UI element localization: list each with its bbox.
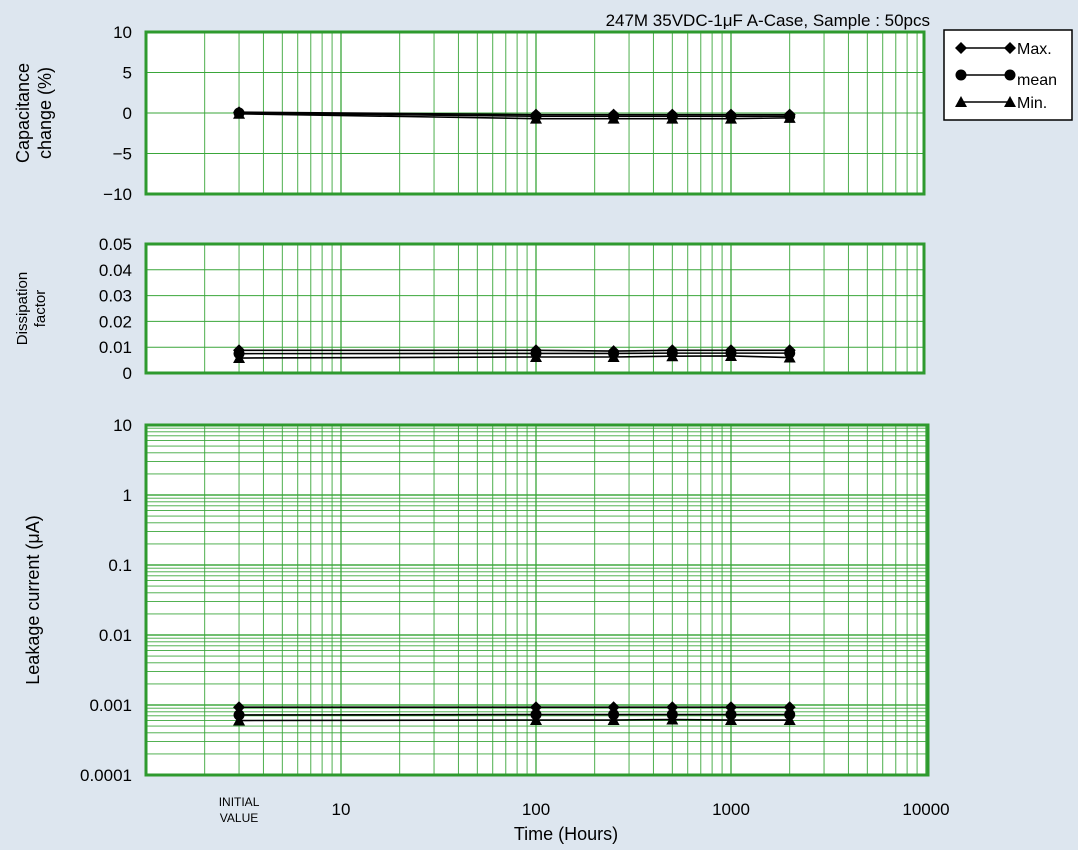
y-tick-label: −10	[103, 185, 132, 204]
y-tick-label: 10	[113, 416, 132, 435]
y-axis-label: Capacitance	[13, 63, 33, 163]
x-tick-label: 1000	[712, 800, 750, 819]
data-point-min	[725, 714, 737, 726]
y-tick-label: 0.01	[99, 626, 132, 645]
legend: Max. mean Min.	[943, 29, 1073, 121]
data-point-min	[607, 112, 620, 124]
data-point-min	[233, 714, 246, 726]
legend-marker-triangle	[955, 96, 967, 107]
legend-marker-circle	[955, 69, 967, 81]
data-point-min	[607, 714, 620, 726]
panel-leakage: 10 1 0.1 0.01 0.001 0.0001 Leakage current (μA…	[23, 416, 950, 844]
panel-capacitance: 10 5 0 −5 −10 Capacitance change (%)	[13, 23, 926, 204]
y-tick-label: 0.05	[99, 235, 132, 254]
data-point-min	[530, 112, 542, 124]
data-point-min	[725, 112, 737, 124]
data-point-min	[783, 111, 796, 123]
y-tick-label: 0	[123, 364, 132, 383]
y-tick-label: 0	[123, 104, 132, 123]
data-point-min	[233, 352, 246, 364]
y-tick-label: 0.02	[99, 312, 132, 331]
x-tick-label: INITIAL	[219, 795, 260, 809]
y-tick-label: 0.0001	[80, 766, 132, 785]
chart-title: 247M 35VDC-1μF A-Case, Sample : 50pcs	[606, 11, 930, 30]
y-axis-label: Leakage current (μA)	[23, 515, 43, 684]
data-point-min	[666, 713, 679, 725]
y-tick-label: 0.04	[99, 261, 132, 280]
series-line-max	[239, 349, 790, 352]
legend-label: Min.	[1017, 95, 1047, 112]
y-tick-label: 5	[123, 64, 132, 83]
y-tick-label: 1	[123, 486, 132, 505]
x-axis-label: Time (Hours)	[514, 824, 618, 844]
legend-marker-triangle	[1004, 96, 1016, 107]
data-point-min	[666, 350, 679, 362]
legend-marker-diamond	[955, 42, 967, 54]
y-tick-label: 10	[113, 23, 132, 42]
data-point-min	[783, 714, 796, 726]
x-tick-label: VALUE	[220, 811, 258, 825]
data-point-min	[783, 351, 796, 363]
legend-marker-diamond	[1004, 42, 1016, 54]
legend-label: Max.	[1017, 41, 1052, 58]
data-point-min	[666, 112, 679, 124]
y-tick-label: 0.01	[99, 338, 132, 357]
data-point-max	[233, 701, 246, 714]
legend-marker-circle	[1004, 69, 1016, 81]
y-axis-label: Dissipation	[14, 272, 31, 345]
data-point-min	[607, 351, 620, 363]
x-tick-label: 10	[332, 800, 351, 819]
plot-frame	[144, 242, 926, 375]
plot-frame	[144, 30, 926, 196]
y-tick-label: 0.03	[99, 287, 132, 306]
series-line-min	[239, 113, 790, 120]
y-tick-label: 0.1	[108, 556, 132, 575]
data-point-min	[530, 714, 542, 726]
y-tick-label: 0.001	[89, 696, 132, 715]
y-tick-label: −5	[113, 145, 132, 164]
series-line-max	[239, 111, 790, 116]
series-line-min	[239, 718, 790, 722]
y-axis-label: factor	[32, 290, 49, 328]
plot-frame	[144, 423, 930, 777]
x-tick-label: 10000	[902, 800, 949, 819]
series-line-mean	[239, 352, 790, 355]
series-line-mean	[239, 112, 790, 118]
panel-dissipation: 0.05 0.04 0.03 0.02 0.01 0 Dissipation factor	[14, 235, 926, 383]
data-point-min	[233, 107, 246, 119]
legend-label: mean	[1017, 72, 1057, 89]
data-point-min	[725, 349, 737, 361]
y-axis-label: change (%)	[35, 67, 55, 159]
data-point-min	[530, 351, 542, 363]
series-line-min	[239, 355, 790, 359]
x-tick-label: 100	[522, 800, 550, 819]
